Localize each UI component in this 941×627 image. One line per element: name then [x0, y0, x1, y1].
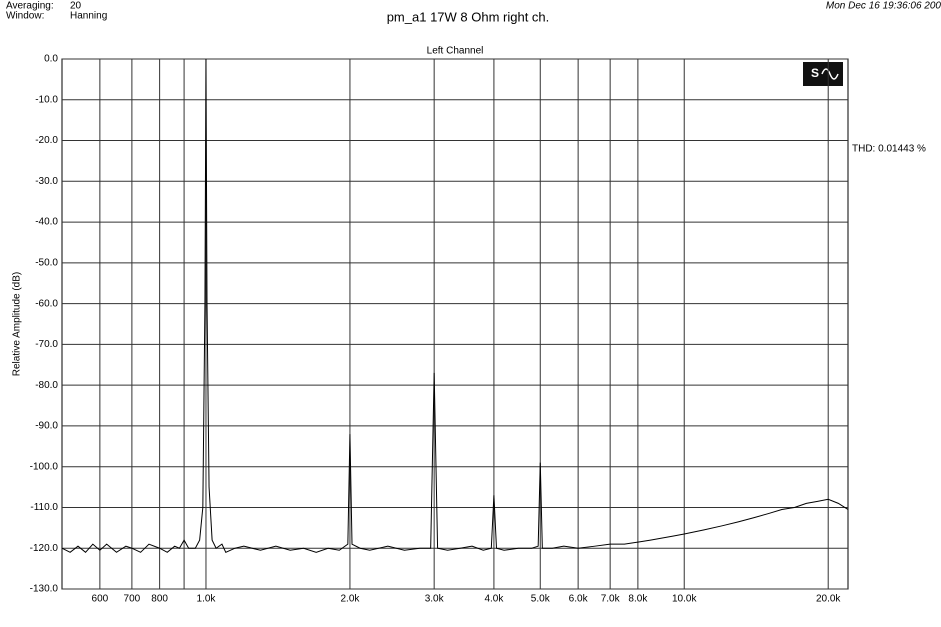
y-tick-label: -10.0: [35, 94, 58, 105]
y-tick-label: -50.0: [35, 257, 58, 268]
info-value: 20: [70, 1, 82, 12]
info-value: Hanning: [70, 11, 107, 22]
y-tick-label: -30.0: [35, 176, 58, 187]
y-tick-label: -130.0: [30, 584, 59, 595]
y-tick-label: -20.0: [35, 135, 58, 146]
spectrum-line: [61, 58, 849, 553]
x-tick-label: 4.0k: [484, 594, 504, 605]
annotation: THD: 0.01443 %: [852, 144, 926, 155]
info-label: Window:: [6, 11, 44, 22]
x-tick-label: 10.0k: [672, 594, 697, 605]
y-tick-label: -90.0: [35, 421, 58, 432]
y-tick-label: -110.0: [30, 502, 58, 513]
y-axis-label: Relative Amplitude (dB): [12, 272, 23, 377]
y-tick-label: -80.0: [35, 380, 58, 391]
x-tick-label: 7.0k: [601, 594, 621, 605]
y-tick-label: -40.0: [35, 217, 58, 228]
logo: S: [803, 62, 843, 86]
x-tick-label: 8.0k: [628, 594, 648, 605]
y-tick-label: -60.0: [35, 298, 58, 309]
x-tick-label: 20.0k: [816, 594, 841, 605]
y-tick-label: -70.0: [35, 339, 58, 350]
timestamp: Mon Dec 16 19:36:06 200: [826, 1, 941, 12]
x-tick-label: 800: [151, 594, 168, 605]
info-label: Averaging:: [6, 1, 54, 12]
x-tick-label: 1.0k: [197, 594, 217, 605]
x-tick-label: 3.0k: [425, 594, 445, 605]
x-tick-label: 2.0k: [340, 594, 360, 605]
x-tick-label: 600: [92, 594, 109, 605]
y-tick-label: 0.0: [44, 54, 58, 65]
x-tick-label: 5.0k: [531, 594, 551, 605]
x-tick-label: 6.0k: [569, 594, 589, 605]
chart-subtitle: Left Channel: [427, 46, 484, 57]
plot-frame: [61, 58, 849, 590]
chart-title: pm_a1 17W 8 Ohm right ch.: [387, 9, 550, 24]
y-tick-label: -120.0: [30, 543, 59, 554]
y-tick-label: -100.0: [30, 461, 59, 472]
x-tick-label: 700: [124, 594, 141, 605]
svg-text:S: S: [811, 66, 819, 80]
